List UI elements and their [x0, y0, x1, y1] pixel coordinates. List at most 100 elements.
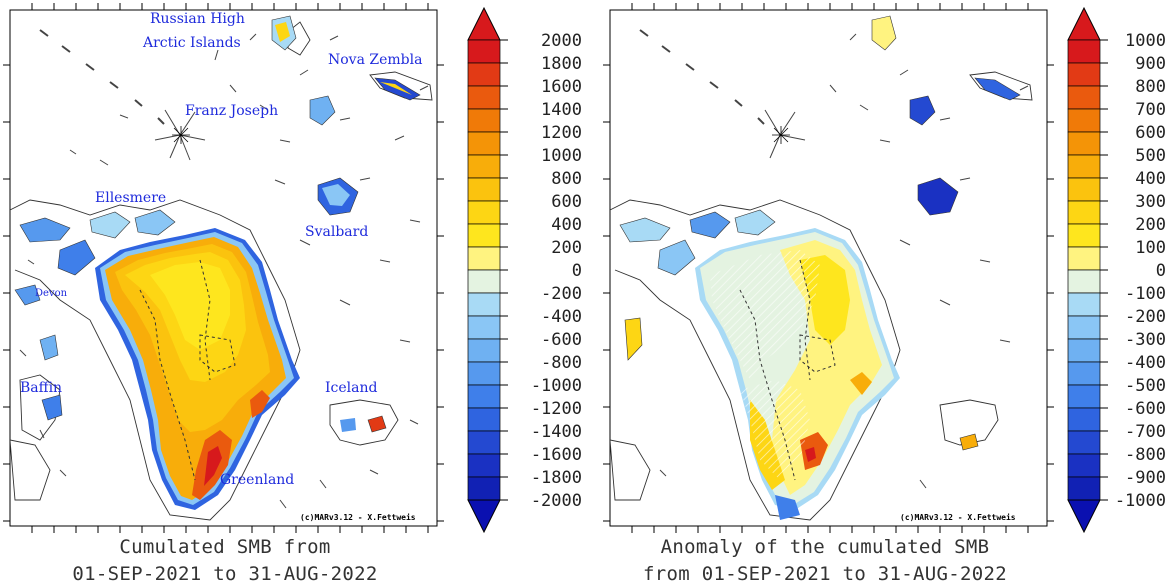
map-cumulated-smb: Russian High Arctic Islands Nova Zembla … — [3, 3, 582, 534]
colorbar-tick-label: 200 — [551, 238, 582, 258]
colorbar-swatch — [1067, 223, 1101, 248]
colorbar-swatch — [1067, 108, 1101, 133]
colorbar-swatch — [467, 315, 501, 340]
colorbar-swatch — [467, 62, 501, 87]
label-nova-zembla: Nova Zembla — [328, 52, 422, 68]
colorbar-tick-label: -1000 — [1115, 491, 1166, 511]
colorbar-tick-label: -300 — [1125, 330, 1166, 350]
colorbar-swatch — [1067, 407, 1101, 432]
colorbar-tick-label: 400 — [551, 215, 582, 235]
colorbar-swatch — [1067, 338, 1101, 363]
colorbar-tick-label: -1200 — [531, 399, 582, 419]
colorbar-swatch — [1067, 85, 1101, 110]
colorbar-swatch — [1067, 292, 1101, 317]
colorbar-tick-label: 500 — [1135, 146, 1166, 166]
colorbar-swatch — [1067, 361, 1101, 386]
colorbar-tick-label: -600 — [1125, 399, 1166, 419]
colorbar-swatch — [467, 39, 501, 64]
colorbar-tick-label: 1000 — [541, 146, 582, 166]
colorbar-tick-label: -800 — [541, 353, 582, 373]
colorbar-tick-label: -200 — [541, 284, 582, 304]
colorbar-swatch — [467, 361, 501, 386]
ice-divides — [139, 259, 236, 481]
colorbar-swatch — [1067, 476, 1101, 501]
colorbar-swatch — [467, 200, 501, 225]
north-pole-marker — [772, 126, 790, 144]
colorbar-tick-label: 400 — [1135, 169, 1166, 189]
colorbar-tick-label: 600 — [1135, 123, 1166, 143]
colorbar-swatch — [1067, 430, 1101, 455]
colorbar-tick-label: -800 — [1125, 445, 1166, 465]
colorbar-tick-label: 600 — [551, 192, 582, 212]
label-devon: Devon — [35, 288, 68, 299]
caption-line2: 01-SEP-2021 to 31-AUG-2022 — [72, 563, 378, 585]
colorbar-swatch — [467, 407, 501, 432]
colorbar-tick-label: -900 — [1125, 468, 1166, 488]
frame-ticks — [603, 3, 1054, 533]
colorbar-swatch — [1067, 246, 1101, 271]
colorbar-tick-label: -500 — [1125, 376, 1166, 396]
colorbar-swatch — [1067, 200, 1101, 225]
colorbar-tick-label: -400 — [541, 307, 582, 327]
graticule — [639, 29, 1029, 489]
label-ellesmere: Ellesmere — [95, 190, 166, 206]
colorbar-swatch — [467, 269, 501, 294]
colorbar-swatch — [1067, 315, 1101, 340]
colorbar-tick-label: 700 — [1135, 100, 1166, 120]
place-labels: Russian High Arctic Islands Nova Zembla … — [20, 11, 422, 488]
credit-text: (c)MARv3.12 - X.Fettweis — [300, 512, 416, 522]
colorbar-tick-label: 100 — [1135, 238, 1166, 258]
panel-cumulated-smb: Russian High Arctic Islands Nova Zembla … — [0, 0, 584, 585]
colorbar-swatch — [467, 108, 501, 133]
colorbar-swatch — [1067, 62, 1101, 87]
map-smb-anomaly: (c)MARv3.12 - X.Fettweis 100090080070060… — [603, 3, 1166, 534]
colorbar-swatch — [467, 131, 501, 156]
colorbar-swatch — [467, 453, 501, 478]
coastlines — [610, 71, 1033, 521]
colorbar-swatch — [467, 476, 501, 501]
label-russian-high: Russian High — [150, 11, 245, 27]
frame-ticks — [3, 3, 444, 533]
colorbar-tick-label: 1600 — [541, 77, 582, 97]
colorbar-swatch — [1067, 384, 1101, 409]
arctic-glaciers — [619, 15, 1021, 451]
colorbar-swatch — [467, 292, 501, 317]
colorbar-tick-label: 1200 — [541, 123, 582, 143]
colorbar-anomaly: 10009008007006005004003002001000-100-200… — [1067, 6, 1166, 534]
colorbar-swatch — [467, 338, 501, 363]
colorbar-swatch — [1067, 269, 1101, 294]
colorbar-tick-label: -400 — [1125, 353, 1166, 373]
colorbar-tick-label: 1800 — [541, 54, 582, 74]
label-iceland: Iceland — [325, 380, 377, 396]
caption-line1: Cumulated SMB from — [119, 536, 331, 558]
colorbar-swatch — [1067, 177, 1101, 202]
colorbar-max-arrow — [467, 6, 501, 41]
colorbar-tick-label: 2000 — [541, 31, 582, 51]
colorbar-tick-label: 800 — [1135, 77, 1166, 97]
colorbar-tick-label: 300 — [1135, 192, 1166, 212]
colorbar-tick-label: 900 — [1135, 54, 1166, 74]
colorbar-swatch — [467, 384, 501, 409]
colorbar-tick-label: 0 — [572, 261, 582, 281]
colorbar-tick-label: -1800 — [531, 468, 582, 488]
label-greenland: Greenland — [220, 472, 294, 488]
colorbar-tick-label: -2000 — [531, 491, 582, 511]
colorbar-swatch — [1067, 39, 1101, 64]
colorbar-tick-label: 1400 — [541, 100, 582, 120]
colorbar-tick-label: 800 — [551, 169, 582, 189]
colorbar-max-arrow — [1067, 6, 1101, 41]
colorbar-tick-label: -100 — [1125, 284, 1166, 304]
colorbar-swatch — [467, 223, 501, 248]
credit-text: (c)MARv3.12 - X.Fettweis — [900, 512, 1016, 522]
colorbar-tick-label: -200 — [1125, 307, 1166, 327]
colorbar-swatch — [1067, 131, 1101, 156]
label-arctic-islands: Arctic Islands — [142, 35, 241, 51]
colorbar-swatch — [1067, 154, 1101, 179]
colorbar-swatch — [1067, 453, 1101, 478]
map-content: Russian High Arctic Islands Nova Zembla … — [10, 11, 433, 522]
colorbar-tick-label: -700 — [1125, 422, 1166, 442]
caption-line2: from 01-SEP-2021 to 31-AUG-2022 — [643, 563, 1007, 585]
colorbar-swatch — [467, 154, 501, 179]
map-content: (c)MARv3.12 - X.Fettweis — [610, 15, 1033, 522]
colorbar-tick-label: -1000 — [531, 376, 582, 396]
